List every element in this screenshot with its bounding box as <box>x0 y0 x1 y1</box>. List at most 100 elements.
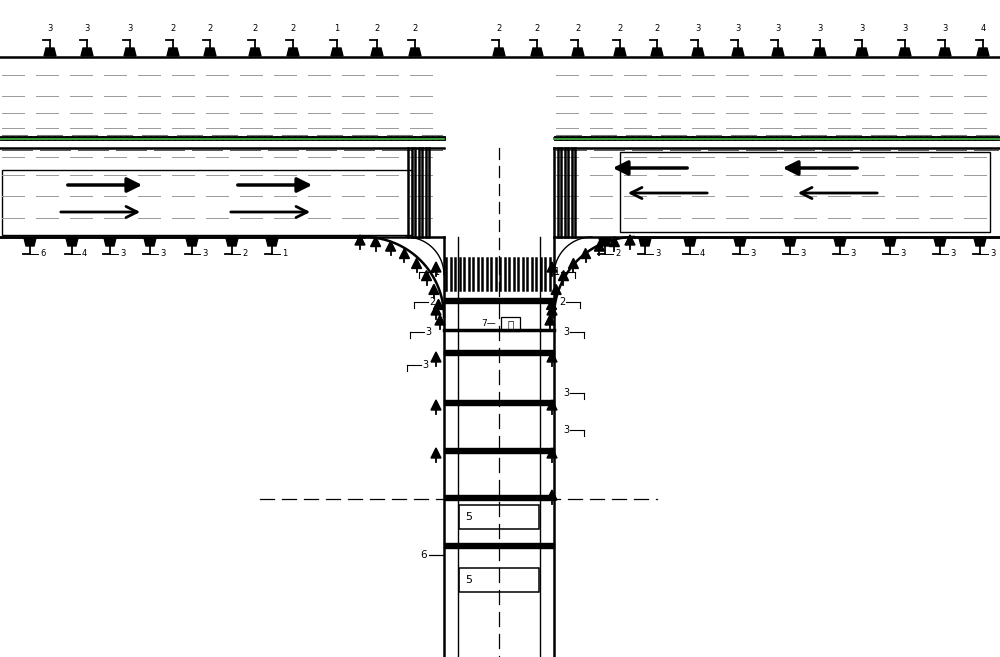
Text: 1: 1 <box>282 250 287 258</box>
Polygon shape <box>399 248 409 258</box>
Polygon shape <box>547 300 557 309</box>
Polygon shape <box>81 48 93 56</box>
Text: 4: 4 <box>980 24 986 33</box>
Text: 3: 3 <box>84 24 90 33</box>
Text: 1: 1 <box>554 267 560 277</box>
Polygon shape <box>784 238 796 246</box>
Text: 2: 2 <box>374 24 380 33</box>
Polygon shape <box>772 48 784 56</box>
Polygon shape <box>547 262 557 272</box>
Polygon shape <box>493 48 505 56</box>
Text: 3: 3 <box>202 250 207 258</box>
Polygon shape <box>639 238 651 246</box>
Bar <box>444 448 554 453</box>
Text: 3: 3 <box>859 24 865 33</box>
Polygon shape <box>692 48 704 56</box>
Bar <box>444 400 554 405</box>
Text: 3: 3 <box>800 250 805 258</box>
Polygon shape <box>409 48 421 56</box>
Text: 2: 2 <box>207 24 213 33</box>
Polygon shape <box>572 48 584 56</box>
Bar <box>459 568 539 592</box>
Polygon shape <box>24 238 36 246</box>
Polygon shape <box>547 400 557 410</box>
Polygon shape <box>531 48 543 56</box>
Text: 2: 2 <box>617 24 623 33</box>
Text: 3: 3 <box>990 250 995 258</box>
Text: 2: 2 <box>534 24 540 33</box>
Polygon shape <box>732 48 744 56</box>
Text: 3: 3 <box>563 425 569 435</box>
Polygon shape <box>609 237 619 246</box>
Polygon shape <box>594 241 604 251</box>
Polygon shape <box>734 238 746 246</box>
Text: 3: 3 <box>817 24 823 33</box>
Text: 2: 2 <box>496 24 502 33</box>
Polygon shape <box>977 48 989 56</box>
Polygon shape <box>974 238 986 246</box>
Polygon shape <box>547 490 557 500</box>
Text: 3: 3 <box>942 24 948 33</box>
Polygon shape <box>386 241 396 251</box>
Text: 2: 2 <box>429 297 435 307</box>
Polygon shape <box>568 258 578 269</box>
Text: 5: 5 <box>465 512 472 522</box>
Polygon shape <box>44 48 56 56</box>
Polygon shape <box>814 48 826 56</box>
Polygon shape <box>429 284 439 294</box>
Polygon shape <box>856 48 868 56</box>
Text: 3: 3 <box>902 24 908 33</box>
Polygon shape <box>899 48 911 56</box>
Text: 2: 2 <box>654 24 660 33</box>
Text: 3: 3 <box>160 250 165 258</box>
Polygon shape <box>433 300 443 309</box>
Text: 3: 3 <box>425 327 431 337</box>
Polygon shape <box>545 315 555 325</box>
Text: 2: 2 <box>559 297 565 307</box>
Polygon shape <box>371 48 383 56</box>
Polygon shape <box>431 448 441 458</box>
Polygon shape <box>355 235 365 245</box>
Text: 1: 1 <box>434 267 440 277</box>
Polygon shape <box>581 248 591 258</box>
Polygon shape <box>371 237 381 246</box>
Text: 3: 3 <box>47 24 53 33</box>
Polygon shape <box>684 238 696 246</box>
Polygon shape <box>186 238 198 246</box>
Polygon shape <box>939 48 951 56</box>
Text: 4: 4 <box>82 250 87 258</box>
Text: 5: 5 <box>465 575 472 585</box>
Polygon shape <box>431 262 441 272</box>
Text: 3: 3 <box>127 24 133 33</box>
Text: 3: 3 <box>950 250 955 258</box>
Text: 2: 2 <box>615 250 620 258</box>
Bar <box>444 543 554 547</box>
Text: 6: 6 <box>40 250 45 258</box>
Polygon shape <box>558 271 568 281</box>
Polygon shape <box>431 400 441 410</box>
Polygon shape <box>66 238 78 246</box>
Text: 3: 3 <box>850 250 855 258</box>
Polygon shape <box>547 352 557 362</box>
Polygon shape <box>614 48 626 56</box>
Polygon shape <box>422 271 432 281</box>
Text: 3: 3 <box>563 388 569 398</box>
Text: 2: 2 <box>290 24 296 33</box>
Polygon shape <box>625 235 635 245</box>
Bar <box>459 505 539 529</box>
Text: 4: 4 <box>700 250 705 258</box>
Polygon shape <box>934 238 946 246</box>
Text: 停: 停 <box>507 319 514 329</box>
Polygon shape <box>266 238 278 246</box>
Polygon shape <box>287 48 299 56</box>
Polygon shape <box>599 238 611 246</box>
Text: 2: 2 <box>170 24 176 33</box>
Bar <box>620 152 990 232</box>
Polygon shape <box>104 238 116 246</box>
Polygon shape <box>884 238 896 246</box>
Polygon shape <box>249 48 261 56</box>
Text: 3: 3 <box>735 24 741 33</box>
Polygon shape <box>547 448 557 458</box>
Text: 3: 3 <box>563 327 569 337</box>
Text: 1: 1 <box>334 24 340 33</box>
